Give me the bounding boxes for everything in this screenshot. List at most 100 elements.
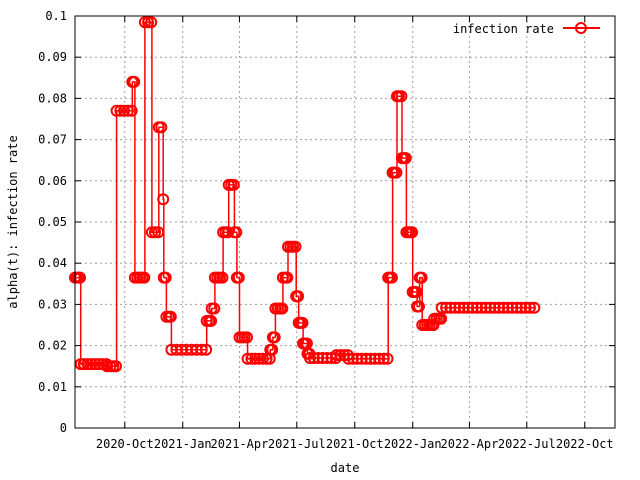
- data-point: [241, 331, 253, 344]
- data-point: [399, 152, 412, 165]
- data-point: [497, 301, 510, 314]
- series-layer: [69, 16, 541, 373]
- data-point: [355, 352, 368, 365]
- data-point: [410, 286, 423, 298]
- y-tick-label: 0.09: [38, 50, 67, 64]
- y-tick-label: 0.03: [38, 297, 67, 311]
- data-point: [89, 358, 102, 371]
- y-tick-label: 0.04: [38, 256, 67, 270]
- data-point: [114, 104, 127, 117]
- data-point: [515, 301, 528, 314]
- data-point: [360, 352, 373, 365]
- data-point: [232, 271, 245, 284]
- data-point: [493, 301, 506, 314]
- data-point: [77, 358, 90, 371]
- data-point: [296, 316, 309, 329]
- x-tick-label: 2022-Oct: [556, 437, 614, 451]
- data-point: [245, 352, 258, 365]
- y-axis-label: alpha(t): infection rate: [6, 135, 20, 308]
- data-point: [92, 358, 105, 371]
- data-point: [466, 301, 479, 314]
- x-axis-label: date: [331, 461, 360, 475]
- grid-lines: [75, 16, 615, 428]
- data-point: [145, 16, 158, 29]
- data-point: [164, 310, 177, 323]
- data-point: [281, 271, 294, 284]
- x-tick-label: 2021-Oct: [326, 437, 384, 451]
- data-point: [195, 343, 208, 356]
- data-point: [230, 226, 243, 239]
- data-point: [110, 360, 122, 373]
- x-tick-label: 2022-Apr: [441, 437, 499, 451]
- series-line: [75, 21, 535, 367]
- data-point: [157, 193, 170, 206]
- data-point: [312, 352, 325, 364]
- data-point: [351, 352, 364, 365]
- y-tick-label: 0.07: [38, 133, 67, 147]
- data-point: [413, 300, 425, 313]
- data-point: [390, 166, 403, 179]
- x-tick-label: 2021-Jul: [268, 437, 326, 451]
- y-tick-labels: 0 0.01 0.02 0.03 0.04 0.05 0.06 0.07 0.08 0.09 0.1: [38, 9, 67, 435]
- y-tick-label: 0.1: [45, 9, 67, 23]
- x-tick-label: 2021-Apr: [211, 437, 269, 451]
- data-point: [377, 352, 390, 365]
- y-tick-label: 0: [60, 421, 67, 435]
- data-point: [395, 90, 408, 103]
- data-point: [266, 343, 279, 356]
- data-point: [373, 352, 386, 365]
- data-point: [346, 352, 359, 365]
- x-tick-label: 2020-Oct: [96, 437, 154, 451]
- data-point: [510, 301, 523, 314]
- data-point: [506, 301, 519, 314]
- data-point: [249, 352, 262, 365]
- data-point: [462, 301, 475, 314]
- data-point: [152, 226, 165, 239]
- data-point: [304, 352, 316, 364]
- data-point: [205, 314, 218, 327]
- axis-ticks: [75, 15, 615, 429]
- data-point: [475, 301, 488, 314]
- data-point: [479, 301, 492, 314]
- data-point: [110, 104, 123, 117]
- x-tick-label: 2022-Jan: [384, 437, 442, 451]
- data-point: [449, 301, 461, 314]
- data-point: [316, 352, 329, 364]
- data-point: [81, 358, 94, 371]
- legend-marker: [575, 22, 587, 34]
- data-point: [155, 121, 168, 134]
- data-point: [289, 240, 302, 253]
- data-point: [519, 301, 532, 314]
- data-point: [342, 352, 355, 365]
- y-tick-label: 0.01: [38, 380, 67, 394]
- data-point: [276, 302, 289, 315]
- data-point: [121, 104, 134, 117]
- data-point: [415, 271, 428, 284]
- y-tick-label: 0.05: [38, 215, 67, 229]
- data-point: [85, 358, 98, 371]
- y-tick-label: 0.08: [38, 91, 67, 105]
- data-point: [216, 271, 229, 284]
- data-point: [368, 352, 381, 365]
- data-point: [406, 226, 419, 239]
- data-point: [330, 349, 343, 362]
- x-tick-label: 2021-Jan: [154, 437, 212, 451]
- data-point: [268, 331, 281, 344]
- data-point: [241, 352, 254, 365]
- data-point: [528, 301, 541, 314]
- data-point: [125, 104, 138, 117]
- data-point: [128, 75, 141, 88]
- data-point: [208, 302, 221, 315]
- data-point: [440, 301, 453, 314]
- y-tick-label: 0.06: [38, 174, 67, 188]
- data-point: [292, 290, 305, 303]
- data-point: [200, 343, 213, 356]
- y-tick-label: 0.02: [38, 339, 67, 353]
- data-point: [381, 352, 394, 365]
- data-point: [159, 271, 172, 284]
- data-point: [484, 301, 497, 314]
- data-point: [138, 271, 151, 284]
- data-point: [457, 301, 470, 314]
